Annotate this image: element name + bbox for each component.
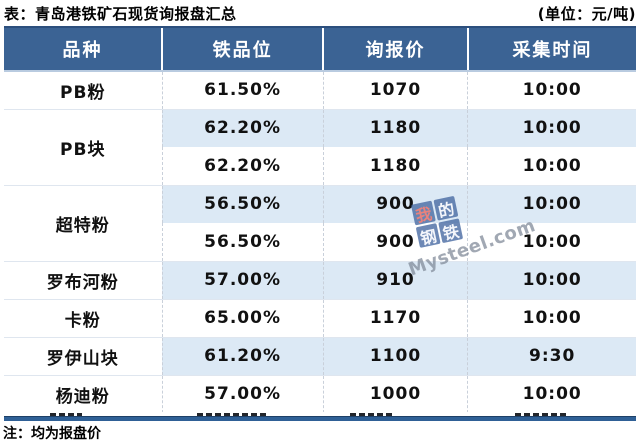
table-row: PB块 62.20% 1180 10:00 [4,108,636,185]
price-cell: 1100 [322,336,468,375]
cutoff-row-fragment [50,413,82,416]
title-bar: 表：青岛港铁矿石现货询报盘汇总 (单位：元/吨) [4,3,636,24]
variety-cell: 罗布河粉 [4,260,162,299]
price-cell: 1180 [322,147,468,185]
grade-cell: 61.20% [161,336,324,375]
table-row: 超特粉 56.50% 900 10:00 [4,184,636,261]
time-cell: 10:00 [467,374,636,413]
variety-cell: 卡粉 [4,298,162,337]
table-row: 62.20% 1180 10:00 [4,147,636,185]
time-cell: 10:00 [467,223,636,261]
grade-cell: 57.00% [161,374,324,413]
time-cell: 10:00 [467,260,636,299]
price-cell: 900 [322,184,468,223]
cutoff-row [4,412,636,416]
column-header-price: 询报价 [322,26,468,72]
price-cell: 1170 [322,298,468,337]
price-table: 品种 铁品位 询报价 采集时间 PB粉 61.50% 1070 10:00 PB块 62.… [4,26,636,413]
variety-cell: 杨迪粉 [4,374,162,413]
grade-cell: 62.20% [161,108,324,147]
unit-label: (单位：元/吨) [537,5,636,23]
time-cell: 10:00 [467,184,636,223]
cutoff-row-fragment [515,413,567,416]
table-title: 表：青岛港铁矿石现货询报盘汇总 [4,5,237,23]
table-header: 品种 铁品位 询报价 采集时间 [4,26,636,72]
grade-cell: 65.00% [161,298,324,337]
grade-cell: 61.50% [161,70,324,109]
time-cell: 10:00 [467,298,636,337]
time-cell: 10:00 [467,147,636,185]
variety-cell: PB块 [4,108,162,185]
time-cell: 10:00 [467,108,636,147]
footnote: 注：均为报盘价 [3,426,101,442]
price-cell: 910 [322,260,468,299]
table-bottom-border [4,416,636,421]
price-cell: 900 [322,223,468,261]
price-cell: 1070 [322,70,468,109]
grade-cell: 62.20% [161,147,324,185]
column-header-variety: 品种 [4,26,162,72]
price-cell: 1180 [322,108,468,147]
table-row: 罗伊山块 61.20% 1100 9:30 [4,336,636,375]
column-header-time: 采集时间 [466,26,636,72]
variety-cell: 罗伊山块 [4,336,162,375]
table-row: 卡粉 65.00% 1170 10:00 [4,298,636,337]
table-row: 罗布河粉 57.00% 910 10:00 [4,260,636,299]
cutoff-row-fragment [350,413,392,416]
grade-cell: 56.50% [161,184,324,223]
table-row: 杨迪粉 57.00% 1000 10:00 [4,374,636,413]
time-cell: 10:00 [467,70,636,109]
table-row: PB粉 61.50% 1070 10:00 [4,70,636,109]
variety-cell: PB粉 [4,70,162,109]
table-body: PB粉 61.50% 1070 10:00 PB块 62.20% 1180 10:00 62.2… [4,70,636,413]
cutoff-row-fragment [197,413,267,416]
variety-cell: 超特粉 [4,184,162,261]
grade-cell: 56.50% [161,223,324,261]
time-cell: 9:30 [467,336,636,375]
grade-cell: 57.00% [161,260,324,299]
column-header-grade: 铁品位 [160,26,324,72]
price-cell: 1000 [322,374,468,413]
